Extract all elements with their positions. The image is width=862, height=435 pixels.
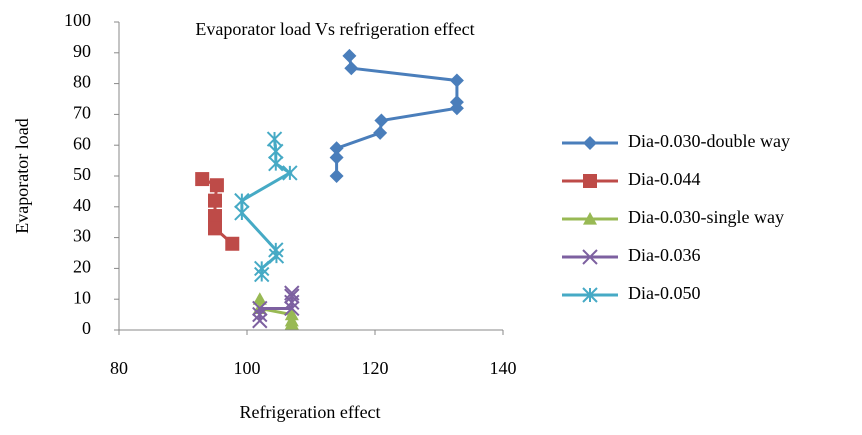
legend-marker — [583, 174, 597, 188]
marker — [342, 48, 357, 63]
legend-label: Dia-0.044 — [628, 169, 700, 189]
marker — [252, 300, 268, 317]
marker — [284, 288, 300, 304]
marker — [234, 192, 250, 209]
chart-title: Evaporator load Vs refrigeration effect — [195, 19, 474, 39]
y-tick-label: 30 — [73, 226, 91, 246]
marker — [329, 150, 344, 165]
legend-marker — [582, 287, 598, 303]
marker — [449, 73, 464, 88]
marker — [284, 300, 300, 317]
legend-marker — [583, 212, 597, 225]
y-tick-label: 10 — [73, 287, 91, 307]
y-tick-label: 70 — [73, 103, 91, 123]
y-tick-label: 80 — [73, 72, 91, 92]
marker — [234, 205, 250, 221]
marker — [252, 313, 268, 329]
legend-label: Dia-0.030-single way — [628, 207, 784, 227]
y-tick-label: 100 — [64, 10, 91, 30]
marker — [252, 292, 267, 305]
marker — [282, 165, 298, 181]
series-line — [335, 55, 459, 176]
y-tick-label: 90 — [73, 41, 91, 61]
marker — [329, 141, 344, 156]
marker — [268, 143, 284, 160]
marker — [268, 155, 284, 172]
marker — [209, 178, 224, 193]
marker — [329, 169, 344, 183]
marker — [449, 101, 464, 116]
marker — [284, 285, 300, 301]
marker — [254, 266, 270, 283]
x-tick-label: 140 — [490, 358, 517, 378]
y-tick-label: 60 — [73, 133, 91, 153]
marker — [374, 113, 389, 128]
y-tick-label: 50 — [73, 164, 91, 184]
legend-label: Dia-0.036 — [628, 245, 700, 265]
y-axis-label: Evaporator load — [12, 118, 32, 233]
x-tick-label: 100 — [234, 358, 261, 378]
marker — [266, 131, 283, 147]
x-tick-label: 80 — [110, 358, 128, 378]
marker — [195, 172, 210, 187]
x-axis-label: Refrigeration effect — [239, 402, 380, 422]
y-tick-label: 40 — [73, 195, 91, 215]
legend-marker — [582, 249, 598, 265]
marker — [225, 236, 240, 251]
marker — [208, 209, 222, 224]
marker — [208, 221, 222, 236]
legend-label: Dia-0.050 — [628, 283, 700, 303]
y-tick-label: 20 — [73, 257, 91, 277]
marker — [208, 193, 222, 208]
marker — [252, 306, 268, 323]
y-tick-label: 0 — [82, 318, 91, 338]
legend-marker — [583, 136, 597, 150]
marker — [284, 316, 299, 330]
marker — [268, 248, 285, 264]
marker — [373, 125, 388, 140]
x-tick-label: 120 — [362, 358, 389, 378]
legend-label: Dia-0.030-double way — [628, 131, 790, 151]
marker — [344, 61, 359, 76]
